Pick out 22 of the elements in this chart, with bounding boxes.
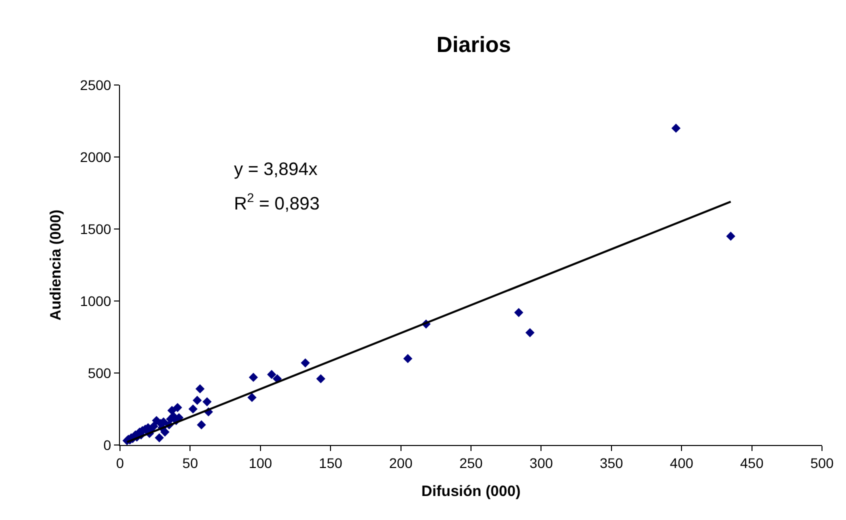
- x-tick-label: 500: [810, 454, 834, 471]
- x-tick-label: 250: [459, 454, 483, 471]
- annotation: y = 3,894x: [234, 159, 318, 179]
- chart-title: Diarios: [436, 32, 512, 57]
- y-tick-label: 2000: [80, 148, 112, 165]
- x-axis-title: Difusión (000): [421, 482, 521, 500]
- y-axis-title: Audiencia (000): [47, 210, 64, 320]
- y-tick-label: 500: [88, 364, 112, 381]
- y-tick-label: 2500: [80, 76, 112, 93]
- y-tick-label: 0: [103, 436, 112, 453]
- y-tick-label: 1500: [80, 220, 112, 237]
- y-tick-label: 1000: [80, 292, 112, 309]
- x-tick-label: 150: [318, 454, 342, 471]
- x-tick-label: 200: [389, 454, 413, 471]
- x-tick-label: 450: [740, 454, 764, 471]
- x-tick-label: 100: [248, 454, 272, 471]
- x-tick-label: 300: [530, 454, 554, 471]
- x-tick-label: 400: [670, 454, 694, 471]
- x-tick-label: 350: [600, 454, 624, 471]
- annotation: R$^{2}$ = 0,893: [234, 191, 320, 214]
- x-tick-label: 50: [182, 454, 198, 471]
- x-tick-label: 0: [116, 454, 124, 471]
